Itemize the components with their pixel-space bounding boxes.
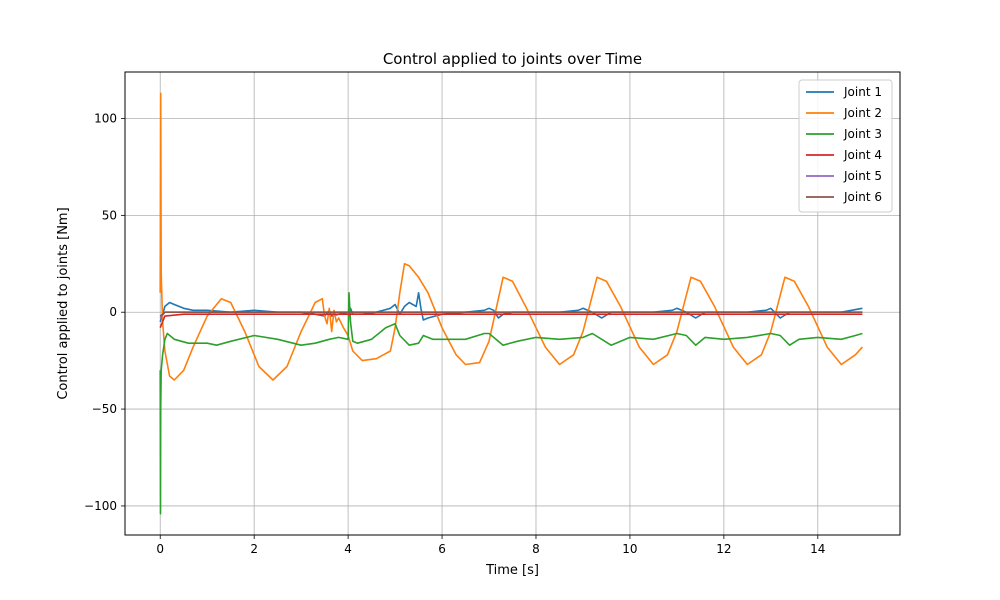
x-tick-label: 14 [810,542,825,556]
series-line-joint-2 [159,92,863,381]
plot-area-frame [124,71,901,536]
y-tick-label: 50 [102,208,117,222]
y-tick-label: −50 [92,402,117,416]
series-layer [159,92,863,515]
x-axis-label: Time [s] [485,563,539,578]
x-tick-label: 4 [344,542,352,556]
legend-label-joint-6: Joint 6 [843,190,882,204]
legend-label-joint-3: Joint 3 [843,127,882,141]
series-line-joint-6 [159,311,863,317]
x-tick-label: 8 [532,542,540,556]
legend-label-joint-4: Joint 4 [843,148,882,162]
series-line-joint-4 [159,313,863,329]
series-line-joint-3 [159,291,863,515]
y-tick-label: 100 [94,111,117,125]
y-tick-label: 0 [109,305,117,319]
legend-label-joint-5: Joint 5 [843,169,882,183]
y-axis-label: Control applied to joints [Nm] [56,207,71,399]
legend-label-joint-1: Joint 1 [843,85,882,99]
legend-label-joint-2: Joint 2 [843,106,882,120]
x-tick-label: 6 [438,542,446,556]
ticks: 0 2 4 6 8 10 12 14 −100 −50 0 50 100 [84,111,825,556]
legend: Joint 1 Joint 2 Joint 3 Joint 4 Joint 5 Joint… [798,79,893,213]
chart-title: Control applied to joints over Time [383,50,642,68]
x-tick-label: 12 [716,542,731,556]
x-tick-label: 2 [250,542,258,556]
x-tick-label: 0 [156,542,164,556]
y-tick-label: −100 [84,499,117,513]
x-tick-label: 10 [622,542,637,556]
